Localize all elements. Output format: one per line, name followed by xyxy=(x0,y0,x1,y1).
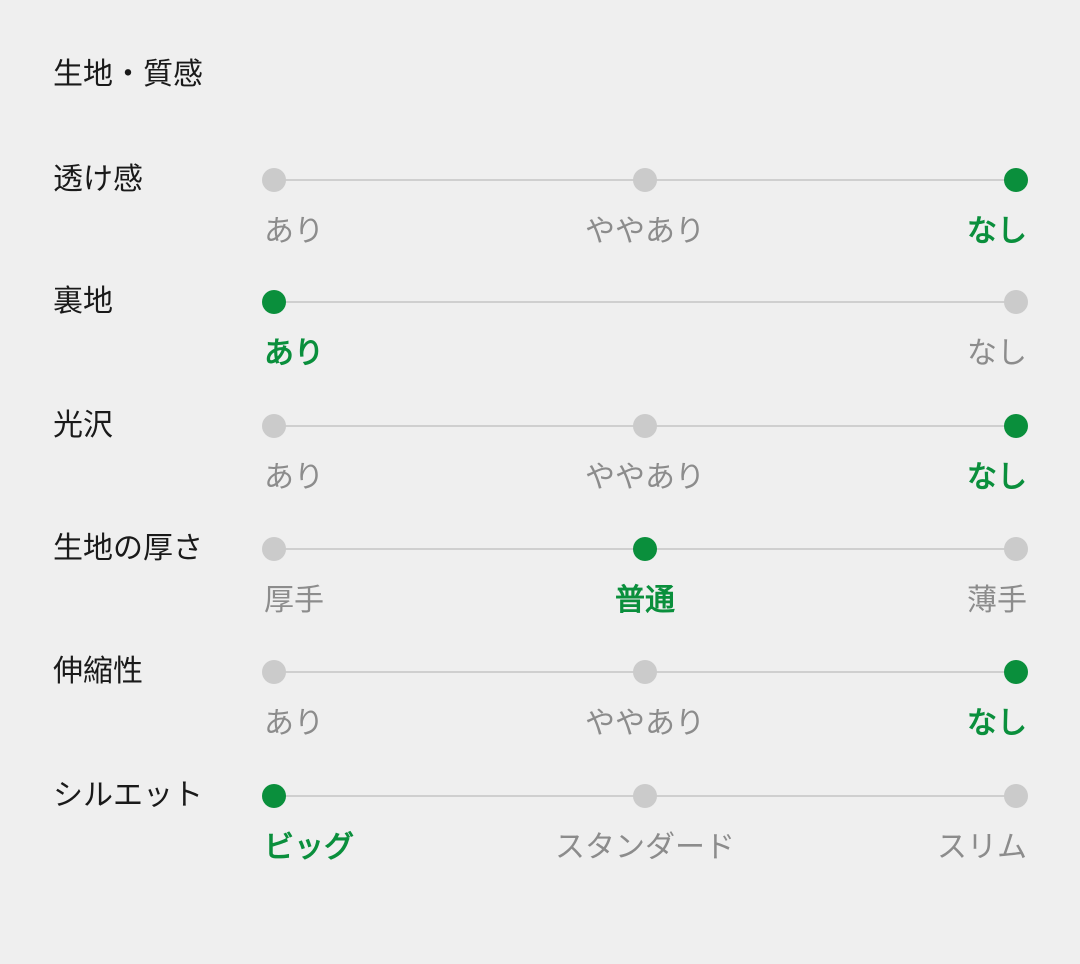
scale-dot xyxy=(262,168,286,192)
scale-option-selected: なし xyxy=(967,460,1027,495)
scale-option: ややあり xyxy=(585,706,705,741)
scale-dot xyxy=(262,414,286,438)
scale-option: スリム xyxy=(937,830,1027,865)
attribute-row: 伸縮性あり ややあり なし xyxy=(0,654,1080,782)
scale-dot-selected xyxy=(1004,168,1028,192)
attribute-label: 光沢 xyxy=(53,408,113,443)
scale-option: あり xyxy=(264,460,324,495)
section-title: 生地・質感 xyxy=(53,57,203,92)
scale-option-selected: なし xyxy=(967,706,1027,741)
scale-dot xyxy=(1004,537,1028,561)
attribute-row: 生地の厚さ厚手 普通 薄手 xyxy=(0,531,1080,659)
scale-dot xyxy=(633,784,657,808)
scale-dot xyxy=(262,537,286,561)
scale-option: スタンダード xyxy=(555,830,735,865)
scale-option: ややあり xyxy=(585,214,705,249)
scale-dot-selected xyxy=(262,290,286,314)
scale-dot xyxy=(633,414,657,438)
scale-dot xyxy=(262,660,286,684)
scale-option: なし xyxy=(967,336,1027,371)
attribute-row: 光沢あり ややあり なし xyxy=(0,408,1080,536)
scale-option-selected: ビッグ xyxy=(264,830,354,865)
scale-option: ややあり xyxy=(585,460,705,495)
scale-track xyxy=(274,301,1016,303)
attribute-row: 透け感あり ややあり なし xyxy=(0,162,1080,290)
scale-option: 薄手 xyxy=(967,583,1027,618)
scale-dot xyxy=(1004,290,1028,314)
attribute-row: シルエットビッグ スタンダード スリム xyxy=(0,778,1080,906)
scale-option: あり xyxy=(264,706,324,741)
scale-option-selected: なし xyxy=(967,214,1027,249)
scale-dot xyxy=(633,660,657,684)
scale-option: 厚手 xyxy=(264,583,324,618)
scale-option-selected: 普通 xyxy=(615,583,675,618)
attribute-label: 裏地 xyxy=(53,284,113,319)
scale-dot xyxy=(633,168,657,192)
attribute-label: 生地の厚さ xyxy=(53,531,203,566)
attribute-label: シルエット xyxy=(53,778,203,813)
attribute-label: 伸縮性 xyxy=(53,654,143,689)
scale-dot-selected xyxy=(1004,414,1028,438)
scale-dot-selected xyxy=(262,784,286,808)
scale-dot-selected xyxy=(633,537,657,561)
scale-dot-selected xyxy=(1004,660,1028,684)
attribute-row: 裏地あり なし xyxy=(0,284,1080,412)
scale-option: あり xyxy=(264,214,324,249)
attribute-label: 透け感 xyxy=(53,162,143,197)
scale-dot xyxy=(1004,784,1028,808)
scale-option-selected: あり xyxy=(264,336,324,371)
